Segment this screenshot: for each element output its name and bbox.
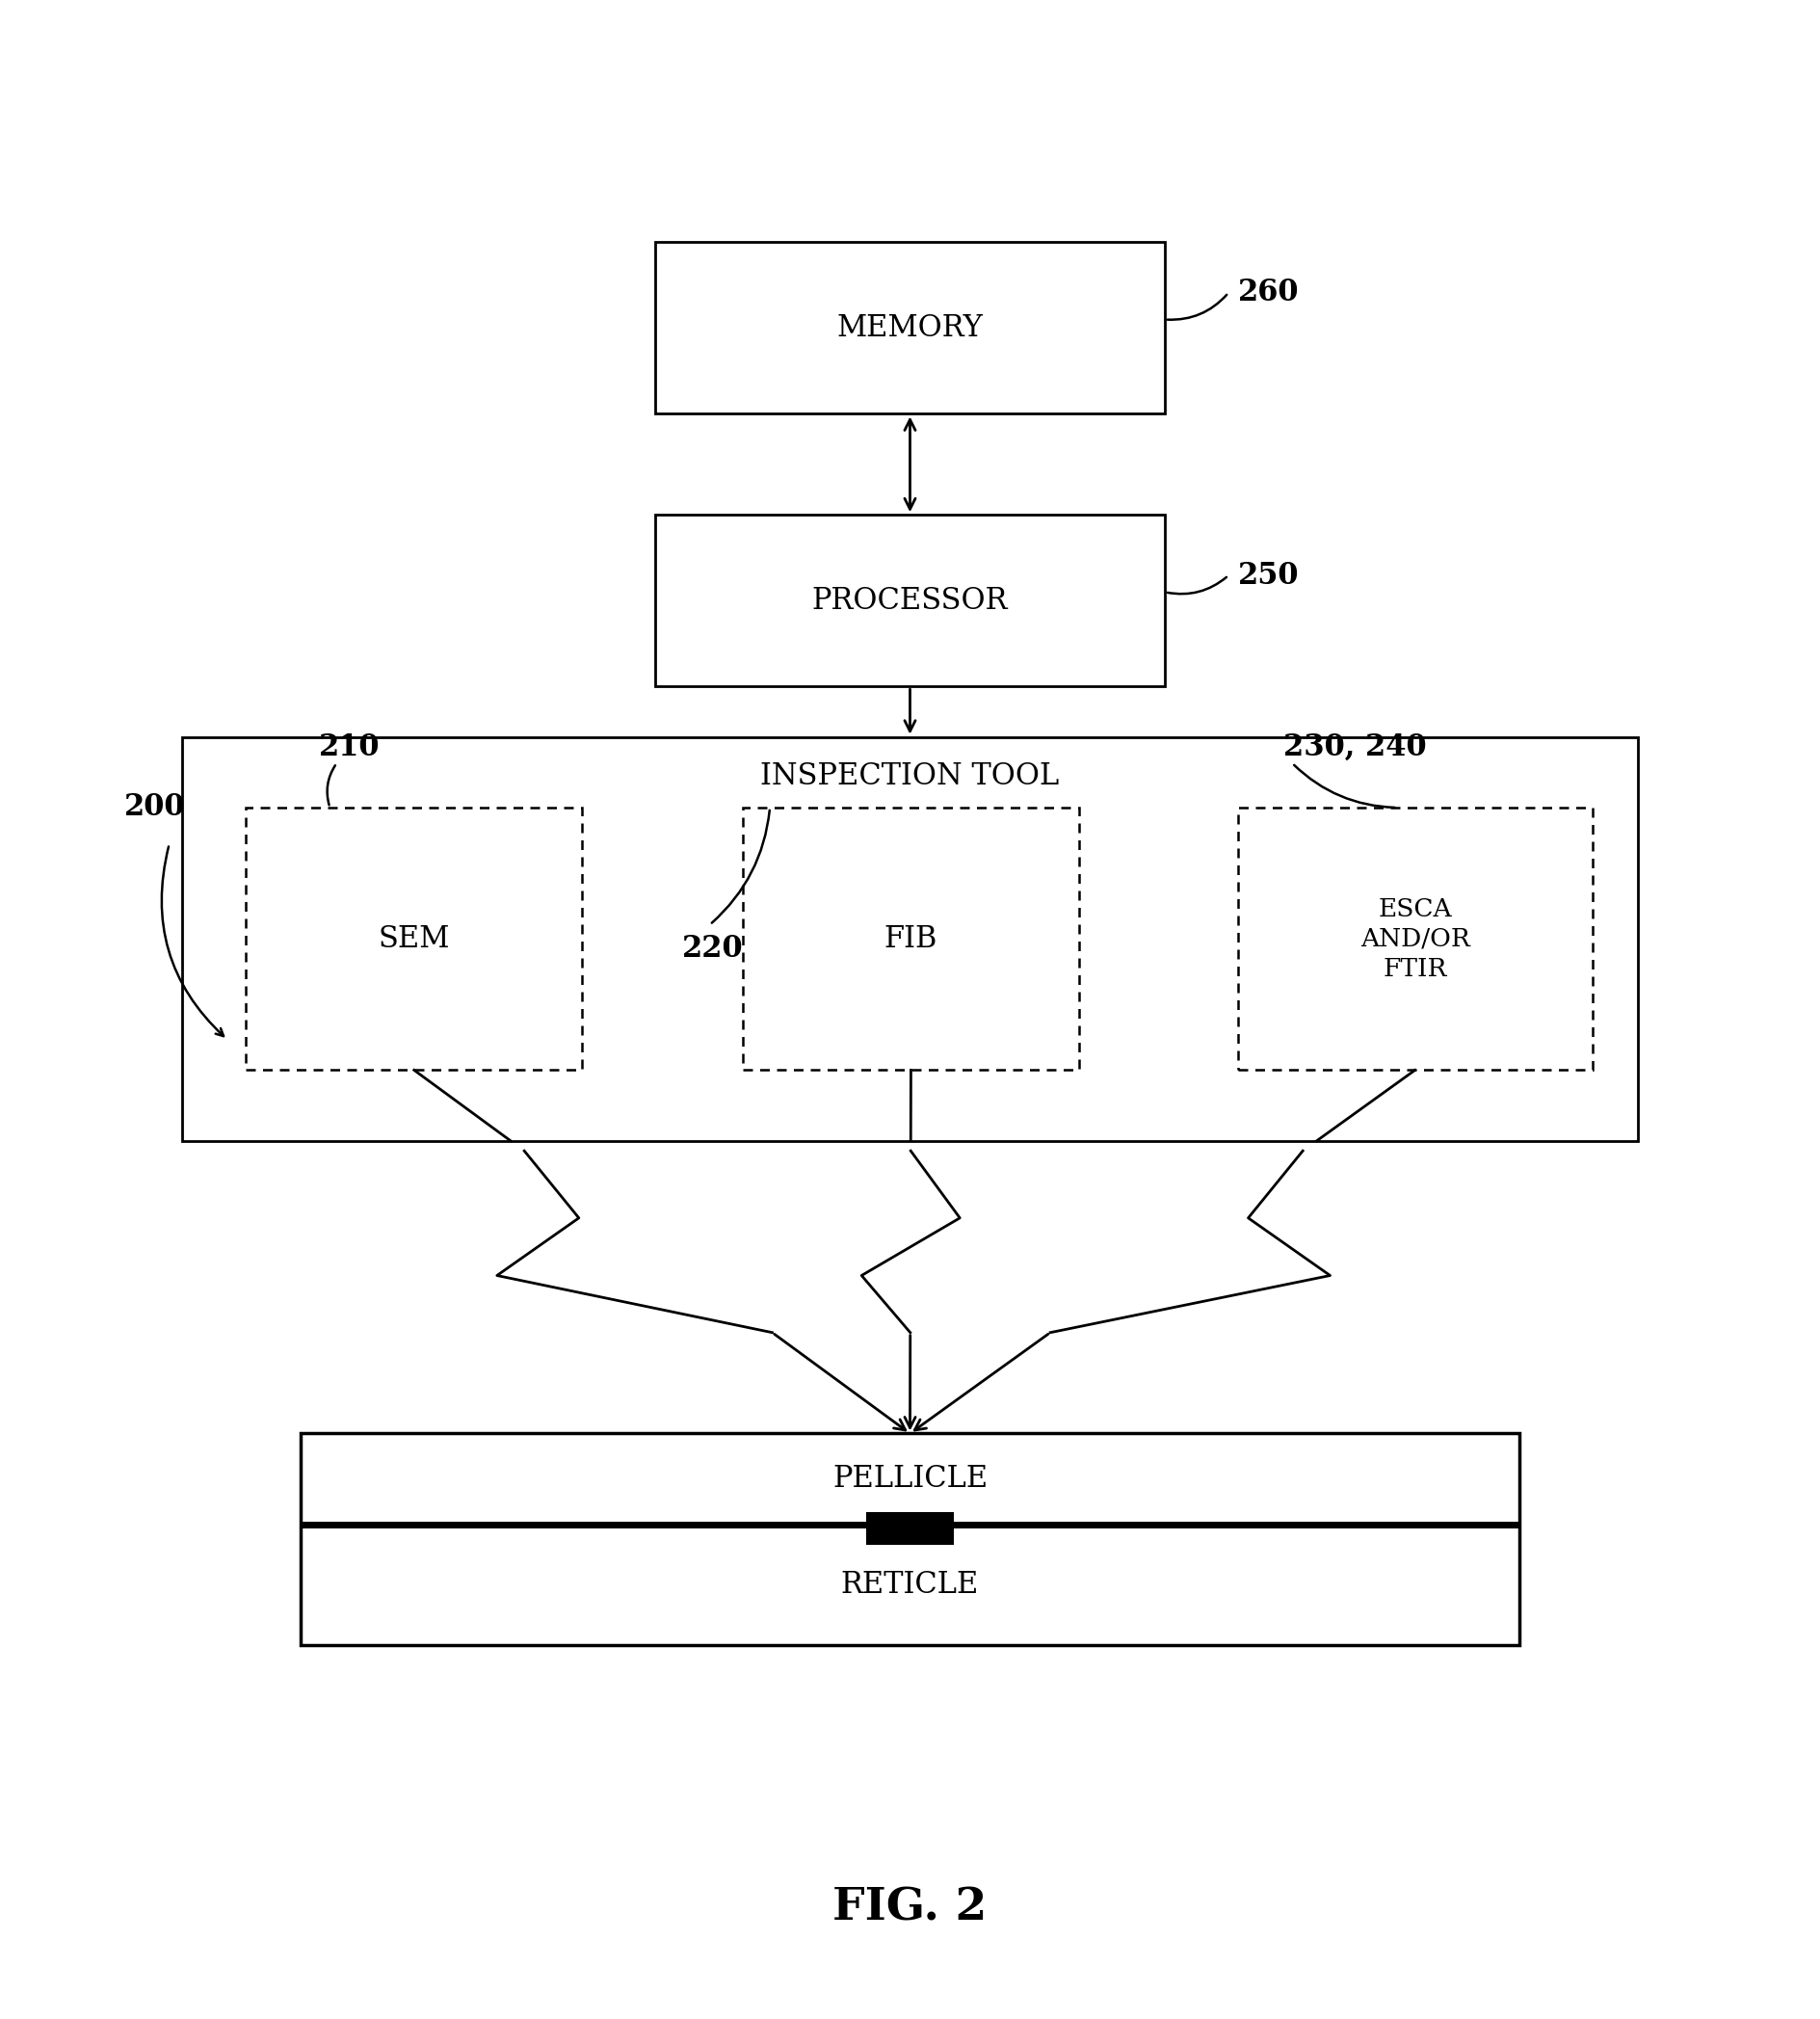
Text: 250: 250 — [1238, 561, 1299, 590]
Text: MEMORY: MEMORY — [837, 313, 983, 343]
Text: 220: 220 — [682, 935, 744, 963]
Text: ESCA
AND/OR
FTIR: ESCA AND/OR FTIR — [1360, 896, 1471, 981]
Text: 230, 240: 230, 240 — [1283, 733, 1427, 761]
Bar — [1238, 808, 1592, 1070]
Text: FIG. 2: FIG. 2 — [834, 1886, 986, 1930]
Bar — [743, 808, 1079, 1070]
Bar — [182, 737, 1638, 1141]
Text: 260: 260 — [1238, 279, 1299, 307]
Bar — [866, 1512, 954, 1545]
Bar — [246, 808, 582, 1070]
Text: RETICLE: RETICLE — [841, 1571, 979, 1599]
Text: PELLICLE: PELLICLE — [832, 1464, 988, 1494]
Bar — [300, 1433, 1520, 1645]
Text: 210: 210 — [318, 733, 380, 761]
Text: INSPECTION TOOL: INSPECTION TOOL — [761, 761, 1059, 791]
Text: 200: 200 — [124, 793, 186, 822]
Bar — [655, 515, 1165, 686]
Text: SEM: SEM — [379, 925, 450, 953]
Text: PROCESSOR: PROCESSOR — [812, 586, 1008, 616]
Bar — [655, 242, 1165, 414]
Text: FIB: FIB — [885, 925, 937, 953]
